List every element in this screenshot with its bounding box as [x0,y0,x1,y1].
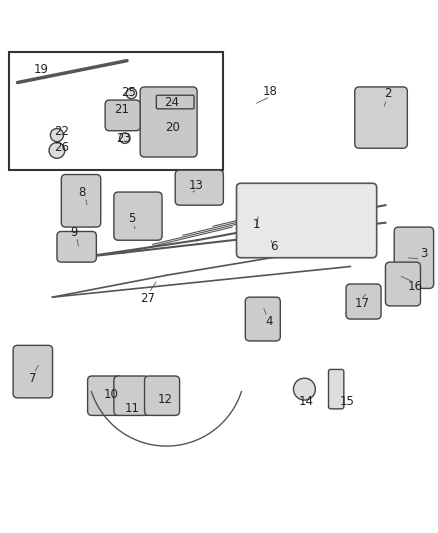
FancyBboxPatch shape [328,369,344,409]
Text: 25: 25 [121,86,136,99]
Text: 26: 26 [54,141,69,154]
FancyBboxPatch shape [61,174,101,227]
FancyBboxPatch shape [237,183,377,258]
Text: 3: 3 [420,247,427,260]
Text: 7: 7 [29,372,37,385]
FancyBboxPatch shape [156,95,194,109]
Text: 15: 15 [340,395,355,408]
Text: 17: 17 [355,297,370,310]
FancyBboxPatch shape [57,231,96,262]
Text: 18: 18 [263,85,278,98]
Text: 11: 11 [125,402,140,415]
Text: 20: 20 [165,120,180,134]
Text: 12: 12 [158,393,173,406]
Text: 24: 24 [164,96,179,109]
FancyBboxPatch shape [245,297,280,341]
Text: 13: 13 [189,179,204,192]
Text: 2: 2 [384,87,392,100]
Text: 22: 22 [54,125,69,138]
Text: 1: 1 [252,219,260,231]
Text: 21: 21 [114,103,129,116]
Text: 10: 10 [103,388,118,401]
Text: 14: 14 [299,395,314,408]
Circle shape [120,133,130,143]
FancyBboxPatch shape [88,376,123,415]
Text: 4: 4 [265,315,273,328]
FancyBboxPatch shape [346,284,381,319]
FancyBboxPatch shape [145,376,180,415]
Text: 16: 16 [408,280,423,293]
FancyBboxPatch shape [175,170,223,205]
Text: 5: 5 [128,212,135,225]
Circle shape [50,128,64,142]
FancyBboxPatch shape [394,227,434,288]
Circle shape [126,88,137,99]
Text: 8: 8 [79,185,86,198]
Text: 23: 23 [117,132,131,145]
FancyBboxPatch shape [140,87,197,157]
FancyBboxPatch shape [105,100,140,131]
Text: 6: 6 [270,240,278,253]
Circle shape [49,142,65,158]
Text: 27: 27 [141,292,155,304]
FancyBboxPatch shape [13,345,53,398]
FancyBboxPatch shape [114,376,149,415]
Circle shape [293,378,315,400]
Bar [9,52,223,170]
Text: 19: 19 [34,63,49,76]
FancyBboxPatch shape [385,262,420,306]
Text: 9: 9 [70,226,78,239]
FancyBboxPatch shape [355,87,407,148]
FancyBboxPatch shape [114,192,162,240]
